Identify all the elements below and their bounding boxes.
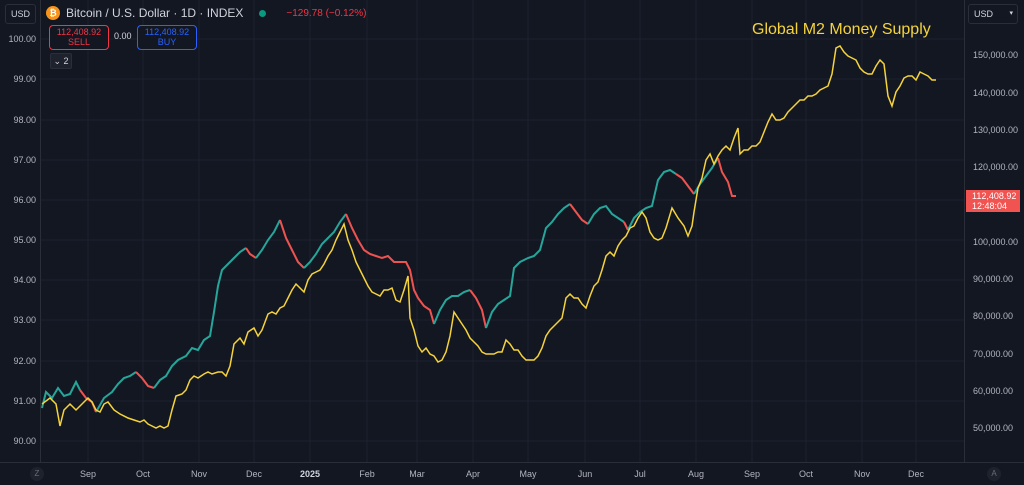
time-tick: Apr xyxy=(465,469,481,479)
time-tick: Aug xyxy=(687,469,705,479)
left-price-axis[interactable]: 100.00 99.00 98.00 97.00 96.00 95.00 94.… xyxy=(0,0,41,462)
spread-value: 0.00 xyxy=(114,31,132,41)
time-tick: Jul xyxy=(634,469,646,479)
m2-overlay-title: Global M2 Money Supply xyxy=(752,21,931,38)
left-tick: 100.00 xyxy=(8,34,36,44)
right-tick: 90,000.00 xyxy=(973,274,1014,284)
right-tick: 70,000.00 xyxy=(973,349,1014,359)
buy-button[interactable]: 112,408.92 BUY xyxy=(137,25,197,50)
gridlines xyxy=(40,0,964,462)
time-tick: May xyxy=(519,469,537,479)
time-tick: 2025 xyxy=(299,469,321,479)
time-tick: Dec xyxy=(907,469,925,479)
time-axis[interactable]: Sep Oct Nov Dec 2025 Feb Mar Apr May Jun… xyxy=(0,462,1024,485)
sell-label: SELL xyxy=(67,37,91,47)
left-tick: 98.00 xyxy=(13,115,36,125)
left-tick: 97.00 xyxy=(13,155,36,165)
time-tick: Mar xyxy=(409,469,425,479)
right-tick: 140,000.00 xyxy=(973,88,1019,98)
current-price-tag: 112,408.92 12:48:04 xyxy=(966,190,1020,212)
buy-label: BUY xyxy=(157,37,177,47)
left-tick: 91.00 xyxy=(13,396,36,406)
time-tick: Oct xyxy=(798,469,814,479)
auto-scale-button[interactable]: A xyxy=(987,467,1001,481)
left-currency-select[interactable]: USD xyxy=(5,4,37,24)
buy-price: 112,408.92 xyxy=(144,27,190,37)
time-tick: Dec xyxy=(245,469,263,479)
chevron-down-icon: ▾ xyxy=(1009,10,1013,17)
right-tick: 130,000.00 xyxy=(973,125,1019,135)
right-tick: 100,000.00 xyxy=(973,237,1019,247)
btc-candles xyxy=(41,157,736,413)
price-change: −129.78 (−0.12%) xyxy=(286,7,367,19)
time-tick: Sep xyxy=(79,469,97,479)
right-tick: 80,000.00 xyxy=(973,311,1014,321)
time-tick: Feb xyxy=(359,469,375,479)
sell-button[interactable]: 112,408.92 SELL xyxy=(49,25,109,50)
left-tick: 94.00 xyxy=(13,275,36,285)
symbol-title: Bitcoin / U.S. Dollar · 1D · INDEX xyxy=(66,6,244,20)
right-currency-label: USD xyxy=(974,9,994,19)
m2-line xyxy=(41,45,936,429)
bitcoin-icon: ₿ xyxy=(46,6,60,20)
timezone-button[interactable]: Z xyxy=(30,467,44,481)
left-tick: 95.00 xyxy=(13,235,36,245)
left-tick: 90.00 xyxy=(13,436,36,446)
left-tick: 96.00 xyxy=(13,195,36,205)
sell-price: 112,408.92 xyxy=(56,27,102,37)
left-tick: 92.00 xyxy=(13,356,36,366)
current-price: 112,408.92 xyxy=(972,191,1017,201)
time-tick: Nov xyxy=(853,469,871,479)
time-tick: Oct xyxy=(135,469,151,479)
right-tick: 60,000.00 xyxy=(973,386,1014,396)
symbol-legend[interactable]: ₿ Bitcoin / U.S. Dollar · 1D · INDEX −12… xyxy=(46,4,366,22)
right-tick: 50,000.00 xyxy=(973,423,1014,433)
indicators-collapse-button[interactable]: ⌄ 2 xyxy=(50,53,72,69)
left-tick: 93.00 xyxy=(13,315,36,325)
right-price-axis[interactable]: 150,000.00 140,000.00 130,000.00 120,000… xyxy=(964,0,1024,462)
right-tick: 120,000.00 xyxy=(973,162,1019,172)
right-currency-select[interactable]: USD ▾ xyxy=(968,4,1018,24)
time-tick: Nov xyxy=(190,469,208,479)
right-tick: 150,000.00 xyxy=(973,50,1019,60)
bar-countdown: 12:48:04 xyxy=(972,201,1008,211)
time-tick: Jun xyxy=(577,469,593,479)
left-tick: 99.00 xyxy=(13,74,36,84)
time-tick: Sep xyxy=(743,469,761,479)
market-status-icon xyxy=(259,9,267,17)
